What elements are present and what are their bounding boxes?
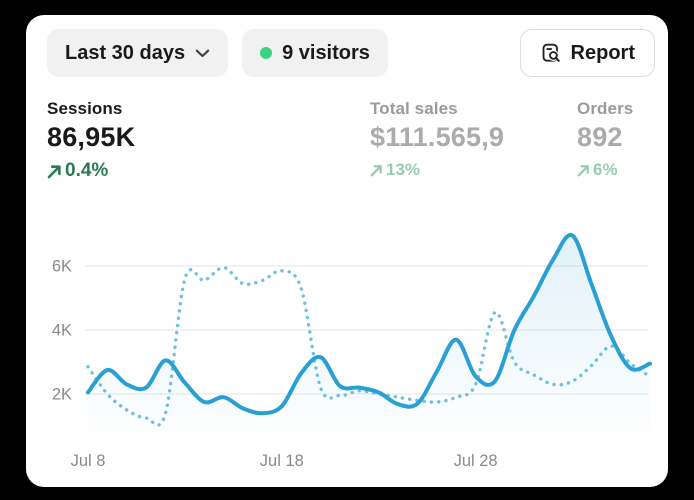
metric-value: 86,95K [47, 122, 136, 152]
metric-delta: 0.4% [47, 160, 135, 182]
metric-value: $111.565,9 [370, 122, 505, 152]
metric-sessions[interactable]: Sessions 86,95K 0.4% [47, 99, 135, 182]
chevron-down-icon [195, 49, 210, 57]
toolbar: Last 30 days 9 visitors Report [47, 29, 655, 77]
x-axis-tick-label: Jul 8 [71, 452, 106, 470]
metric-delta: 6% [577, 160, 633, 180]
metric-delta-value: 13% [386, 160, 421, 179]
trend-up-icon [577, 164, 589, 176]
report-icon [542, 43, 560, 62]
metric-label: Total sales [370, 99, 458, 118]
trend-up-icon [47, 164, 61, 178]
metric-delta-value: 0.4% [65, 160, 109, 181]
report-button[interactable]: Report [519, 29, 655, 77]
current-period-line [86, 232, 652, 416]
metric-delta: 13% [370, 160, 504, 180]
y-axis-tick-label: 2K [52, 386, 72, 404]
current-period-area [88, 234, 650, 458]
metric-orders[interactable]: Orders 892 6% [577, 99, 633, 180]
metric-label: Sessions [47, 99, 123, 118]
metric-delta-value: 6% [593, 160, 618, 179]
metric-total-sales[interactable]: Total sales $111.565,9 13% [370, 99, 504, 180]
previous-period-line [86, 265, 652, 427]
metric-value: 892 [577, 122, 623, 152]
x-axis-tick-label: Jul 18 [260, 452, 304, 470]
live-visitors-label: 9 visitors [282, 41, 370, 64]
date-range-label: Last 30 days [65, 41, 186, 64]
y-axis-tick-label: 6K [52, 258, 72, 276]
live-visitors-dot-icon [260, 47, 273, 59]
trend-up-icon [370, 164, 382, 176]
x-axis-tick-label: Jul 28 [454, 452, 498, 470]
live-visitors-button[interactable]: 9 visitors [242, 29, 388, 77]
y-axis-tick-label: 4K [52, 322, 72, 340]
report-label: Report [570, 41, 635, 64]
date-range-button[interactable]: Last 30 days [47, 29, 229, 77]
metric-label: Orders [577, 99, 634, 118]
